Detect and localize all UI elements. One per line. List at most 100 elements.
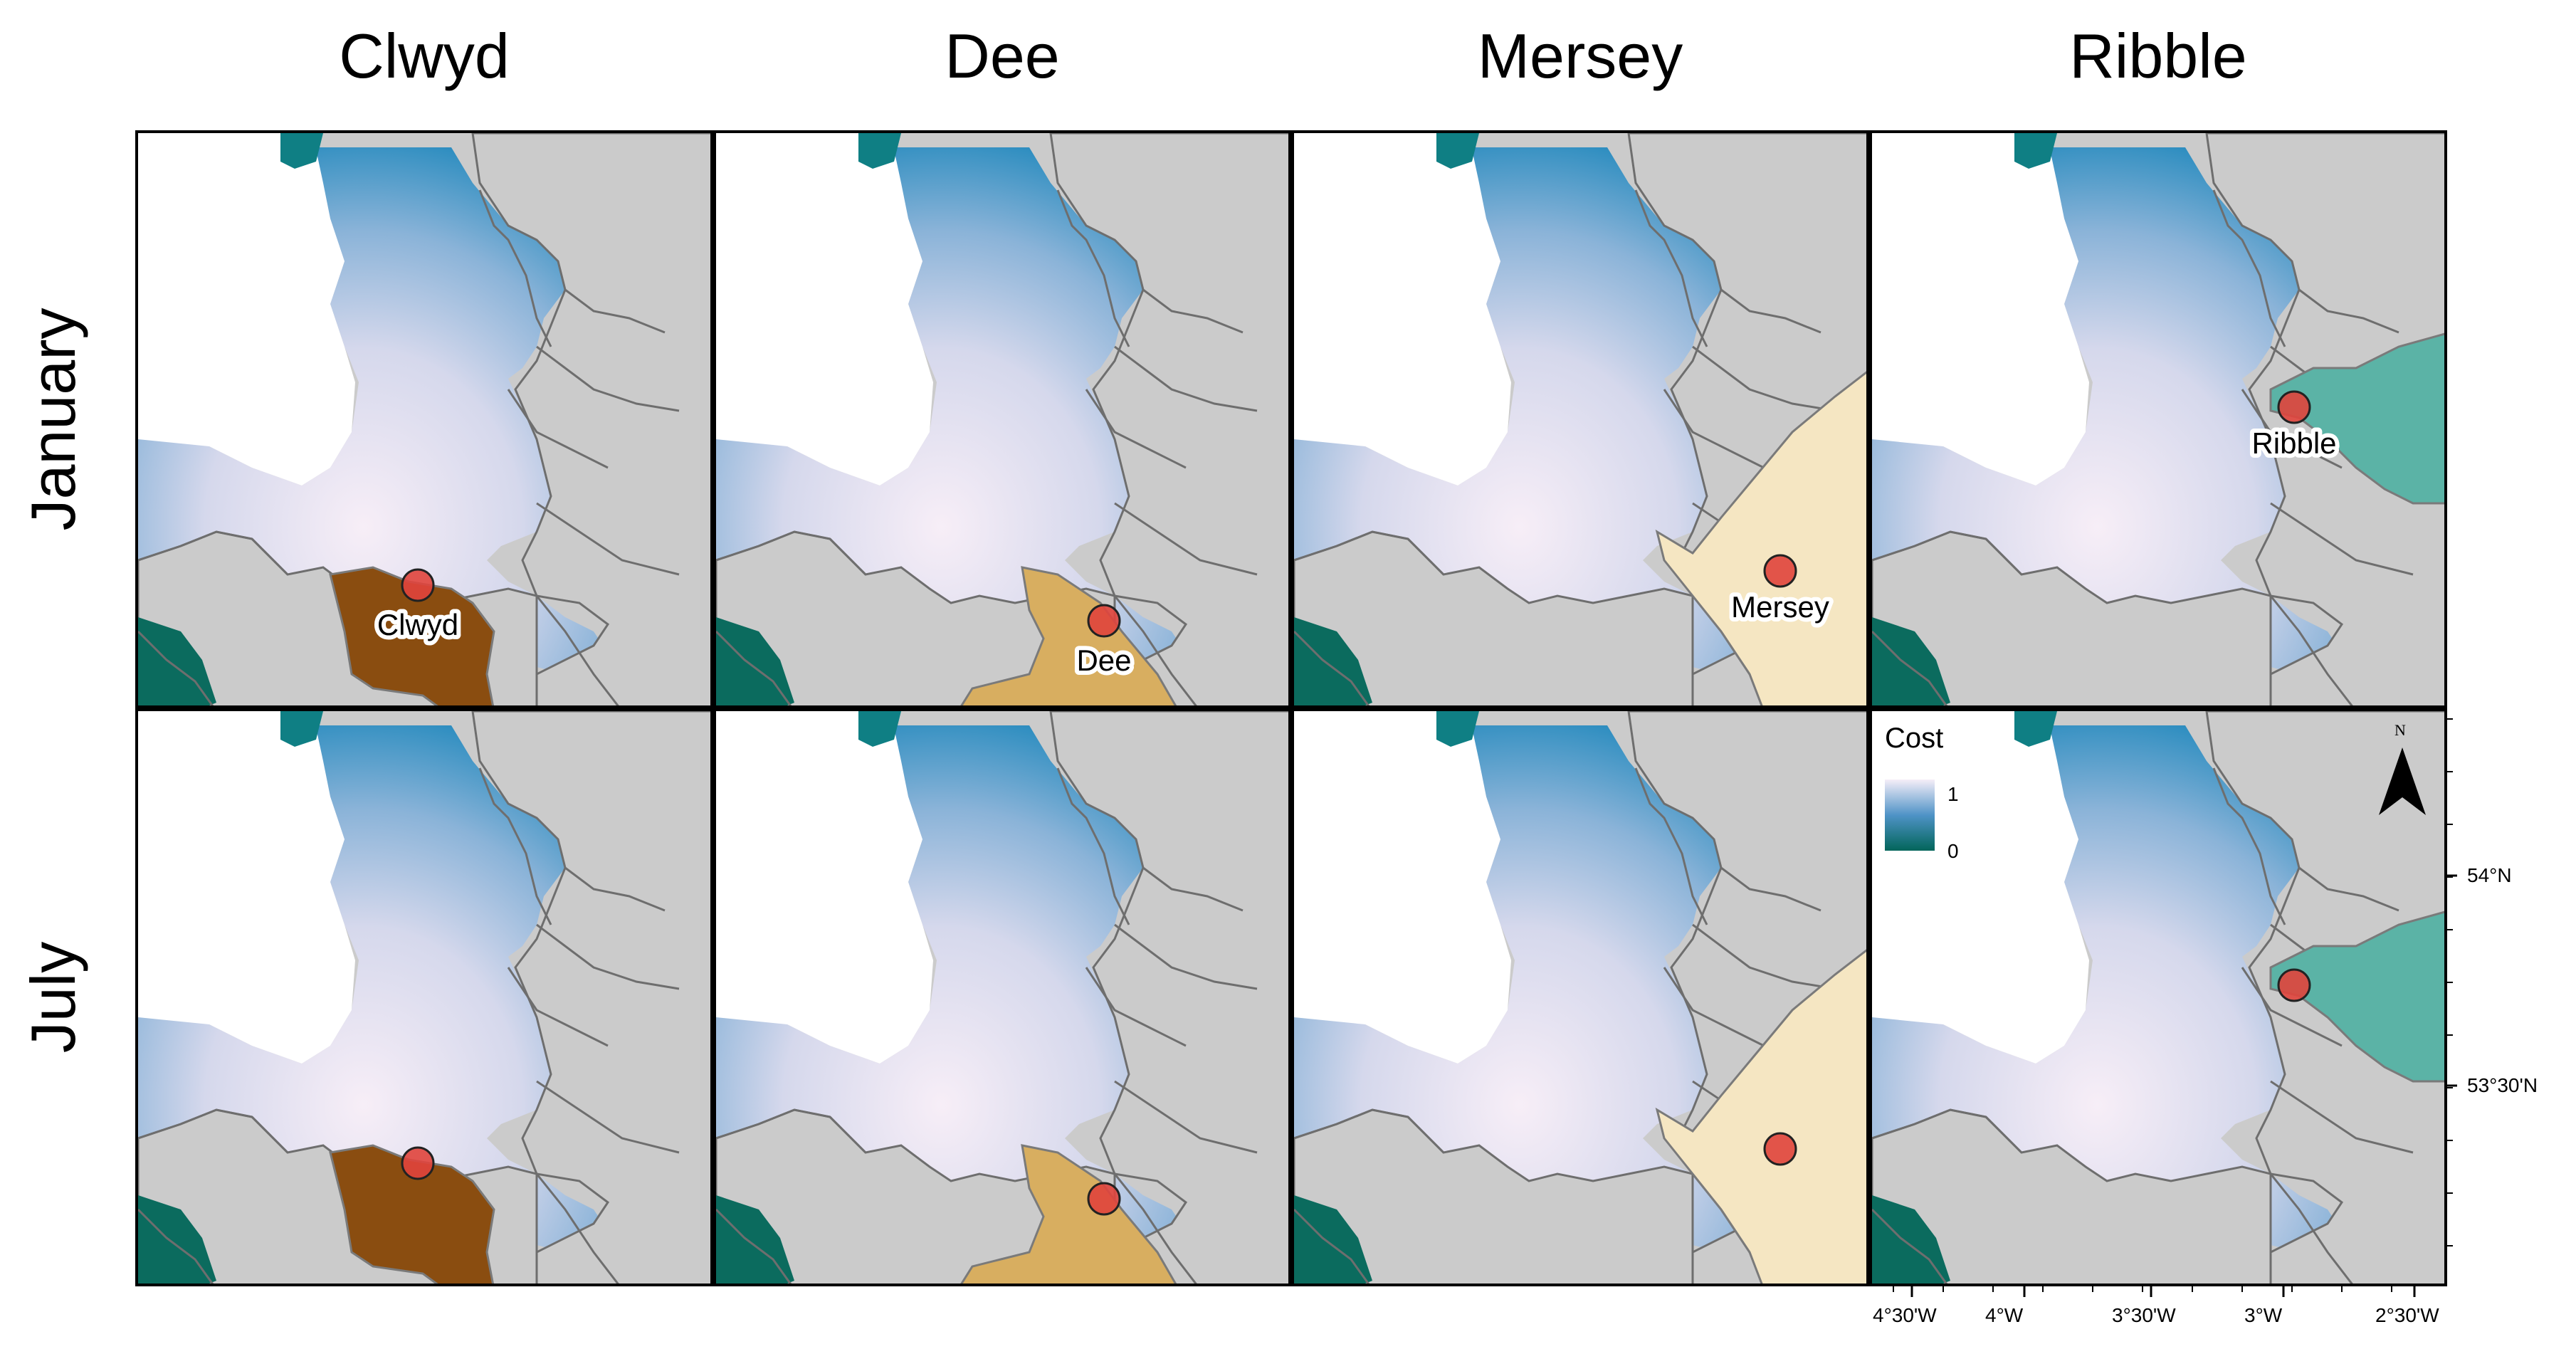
coastline <box>1872 630 1948 705</box>
low-cost-area <box>1436 711 1479 747</box>
release-site-marker <box>2277 968 2311 1002</box>
site-label: Ribble <box>2251 426 2336 460</box>
release-site-marker <box>401 568 435 602</box>
coastline <box>536 1080 680 1154</box>
coastline <box>535 1173 619 1284</box>
coastline <box>536 502 680 576</box>
coastline <box>1294 1208 1370 1284</box>
coastline <box>1056 767 1130 925</box>
coastline <box>1294 1108 1445 1154</box>
catchment-area <box>2269 332 2444 505</box>
coastline <box>1692 345 1836 412</box>
release-site-marker <box>1763 554 1797 588</box>
coastline <box>2212 767 2286 925</box>
coastline <box>1113 1173 1197 1284</box>
low-cost-area <box>1436 133 1479 169</box>
coastline <box>2269 1173 2353 1284</box>
coastline <box>2241 389 2343 469</box>
map-canvas <box>716 711 1288 1284</box>
site-label: Dee <box>1076 644 1131 677</box>
no-data-area <box>1294 711 1511 1064</box>
map-panel-clwyd-january: Clwyd <box>135 130 713 708</box>
low-cost-area <box>280 133 323 169</box>
coastline <box>1142 866 1244 912</box>
coastline <box>536 923 680 990</box>
no-data-area <box>138 133 355 485</box>
coastline <box>138 1108 289 1154</box>
x-tick-label: 3°W <box>2244 1304 2283 1326</box>
map-canvas <box>1294 711 1866 1284</box>
coastline <box>1872 530 2023 576</box>
coastline <box>564 866 666 912</box>
map-panel-dee-january: Dee <box>713 130 1291 708</box>
coastline <box>1663 967 1765 1047</box>
low-cost-area <box>858 133 901 169</box>
legend-colorbar <box>1885 780 1935 851</box>
coastline <box>1872 1208 1948 1284</box>
coastline <box>478 189 552 347</box>
y-tick-label: 53°30'N <box>2467 1074 2538 1096</box>
coastline <box>1085 967 1187 1047</box>
map-canvas <box>1872 711 2444 1284</box>
coastline <box>2298 288 2399 334</box>
map-canvas: Mersey <box>1294 133 1866 705</box>
coastline <box>1692 923 1836 990</box>
coastline <box>1114 1080 1258 1154</box>
catchment-area <box>1655 949 1866 1284</box>
coastline <box>1663 389 1765 469</box>
coastline <box>1113 595 1197 705</box>
coastline <box>1142 288 1244 334</box>
no-data-area <box>716 711 933 1064</box>
no-data-area <box>1294 133 1511 485</box>
coastline <box>138 530 289 576</box>
coastline <box>716 530 867 576</box>
coastline <box>1872 1108 2023 1154</box>
coastline <box>1294 630 1370 705</box>
column-title-dee: Dee <box>945 21 1060 91</box>
coastline <box>1634 767 1708 925</box>
coastline <box>1720 288 1821 334</box>
catchment-area <box>2269 910 2444 1083</box>
low-cost-area <box>858 711 901 747</box>
map-panel-ribble-july <box>1869 708 2447 1286</box>
site-label: Clwyd <box>377 608 458 641</box>
legend-tick-high: 1 <box>1947 783 1959 805</box>
catchment-area <box>960 566 1177 705</box>
coastline <box>2270 502 2414 576</box>
coastline <box>1085 389 1187 469</box>
coastline <box>1720 866 1821 912</box>
coastline <box>2269 595 2353 705</box>
coastline <box>2298 866 2399 912</box>
coastline <box>1114 923 1258 990</box>
coastline <box>2270 1080 2414 1154</box>
coastline <box>2212 189 2286 347</box>
legend-tick-low: 0 <box>1947 840 1959 862</box>
release-site-marker <box>401 1146 435 1180</box>
release-site-marker <box>2277 390 2311 424</box>
coastline <box>478 767 552 925</box>
coastline <box>507 389 609 469</box>
coastline <box>138 1208 214 1284</box>
coastline <box>1294 530 1445 576</box>
map-canvas <box>138 711 710 1284</box>
map-panel-clwyd-july <box>135 708 713 1286</box>
catchment-area <box>1655 371 1866 705</box>
no-data-area <box>1872 133 2089 485</box>
coastline <box>1114 502 1258 576</box>
map-panel-dee-july <box>713 708 1291 1286</box>
release-site-marker <box>1087 1182 1121 1216</box>
coastline <box>1056 189 1130 347</box>
low-cost-area <box>2014 133 2057 169</box>
low-cost-area <box>280 711 323 747</box>
no-data-area <box>716 133 933 485</box>
map-panel-mersey-july <box>1291 708 1869 1286</box>
coastline <box>716 1108 867 1154</box>
low-cost-area <box>2014 711 2057 747</box>
coastline <box>507 967 609 1047</box>
coastline <box>716 1208 792 1284</box>
catchment-area <box>960 1144 1177 1284</box>
column-title-ribble: Ribble <box>2069 21 2247 91</box>
map-panel-ribble-january: Ribble <box>1869 130 2447 708</box>
x-tick-label: 4°30'W <box>1873 1304 1937 1326</box>
